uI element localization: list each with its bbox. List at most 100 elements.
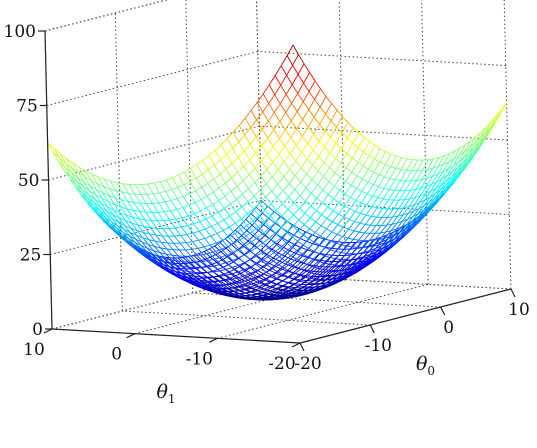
surface-mesh-line — [213, 270, 220, 273]
surface-mesh-line — [285, 242, 292, 248]
surface-mesh-line — [330, 136, 337, 144]
surface-mesh-line — [234, 266, 241, 270]
surface-mesh-line — [384, 176, 391, 179]
surface-mesh-line — [258, 224, 264, 231]
surface-mesh-line — [363, 250, 370, 253]
surface-mesh-line — [188, 271, 195, 273]
surface-mesh-line — [228, 261, 234, 266]
surface-mesh-line — [71, 172, 78, 178]
surface-mesh-line — [172, 174, 179, 179]
surface-mesh-line — [308, 232, 316, 240]
surface-mesh-line — [301, 256, 308, 263]
surface-mesh-line — [300, 264, 308, 270]
surface-mesh-line — [253, 189, 261, 197]
surface-mesh-line — [235, 218, 242, 224]
surface-mesh-line — [327, 198, 335, 208]
surface-mesh-line — [209, 244, 216, 252]
surface-mesh-line — [177, 184, 185, 188]
surface-mesh-line — [378, 186, 385, 189]
surface-mesh-line — [356, 253, 363, 260]
surface-mesh-line — [279, 112, 287, 122]
surface-mesh-line — [219, 264, 227, 270]
surface-mesh-line — [166, 257, 174, 264]
surface-mesh-line — [215, 242, 223, 250]
y-tick-label: 0 — [111, 345, 122, 365]
surface-mesh-line — [304, 205, 312, 214]
surface-mesh-line — [313, 133, 320, 142]
surface-mesh-line — [298, 285, 305, 288]
surface-mesh-line — [462, 152, 470, 164]
surface-mesh-line — [117, 225, 124, 233]
surface-mesh-line — [445, 176, 453, 186]
surface-mesh-line — [329, 142, 337, 154]
surface-mesh-line — [189, 177, 197, 182]
surface-mesh-line — [177, 187, 184, 197]
surface-mesh-line — [169, 218, 176, 221]
surface-mesh-line — [251, 224, 259, 231]
surface-mesh-line — [227, 242, 235, 247]
surface-mesh-line — [251, 231, 259, 238]
surface-mesh-line — [317, 170, 324, 177]
surface-mesh-line — [165, 253, 172, 261]
surface-mesh-line — [349, 242, 356, 250]
surface-mesh-line — [256, 93, 264, 103]
surface-mesh-line — [383, 240, 390, 248]
surface-mesh-line — [181, 273, 188, 279]
surface-mesh-line — [217, 284, 223, 289]
surface-mesh-line — [368, 233, 376, 241]
surface-mesh-line — [305, 275, 312, 277]
surface-mesh-line — [267, 262, 275, 267]
surface-mesh-line — [366, 195, 373, 206]
surface-mesh-line — [228, 287, 235, 292]
surface-mesh-line — [285, 102, 293, 113]
surface-mesh-line — [283, 176, 290, 184]
surface-mesh-line — [314, 88, 321, 100]
surface-mesh-line — [295, 160, 302, 168]
surface-mesh-line — [245, 245, 252, 252]
surface-mesh-line — [399, 228, 407, 236]
surface-mesh-line — [237, 245, 244, 251]
surface-mesh-line — [153, 250, 161, 254]
surface-mesh-line — [241, 218, 248, 226]
surface-mesh-line — [252, 230, 259, 237]
surface-mesh-line — [65, 163, 73, 169]
surface-mesh-line — [122, 232, 129, 239]
surface-mesh-line — [314, 241, 321, 246]
surface-mesh-line — [203, 244, 211, 248]
surface-mesh-line — [309, 72, 316, 82]
surface-mesh-line — [357, 151, 364, 163]
surface-mesh-line — [349, 208, 356, 212]
surface-mesh-line — [265, 275, 273, 280]
surface-mesh-line — [211, 212, 219, 217]
surface-mesh-line — [326, 228, 333, 233]
surface-mesh-line — [297, 260, 304, 264]
surface-mesh-line — [243, 266, 250, 271]
surface-mesh-line — [394, 169, 402, 180]
surface-mesh-line — [246, 289, 253, 293]
surface-mesh-line — [120, 206, 127, 216]
surface-mesh-line — [267, 295, 275, 298]
surface-mesh-line — [293, 275, 301, 280]
surface-mesh-line — [384, 153, 392, 165]
surface-mesh-line — [173, 262, 180, 269]
surface-mesh-line — [240, 219, 247, 226]
surface-mesh-line — [273, 293, 281, 297]
surface-mesh-line — [470, 136, 476, 142]
surface-mesh-line — [317, 184, 324, 191]
surface-mesh-line — [291, 246, 298, 251]
surface-mesh-line — [495, 109, 502, 117]
surface-mesh-line — [287, 287, 293, 290]
surface-mesh-line — [261, 256, 269, 262]
surface-mesh-line — [330, 109, 338, 122]
surface-mesh-line — [331, 240, 337, 244]
surface-mesh-line — [384, 230, 392, 239]
surface-mesh-line — [210, 233, 218, 237]
surface-mesh-line — [275, 268, 281, 274]
surface-mesh-line — [176, 198, 184, 208]
surface-mesh-line — [160, 247, 167, 255]
surface-mesh-line — [319, 96, 327, 108]
surface-mesh-line — [170, 263, 177, 270]
surface-mesh-line — [307, 250, 315, 258]
surface-mesh-line — [340, 153, 348, 164]
surface-mesh-line — [193, 221, 200, 225]
